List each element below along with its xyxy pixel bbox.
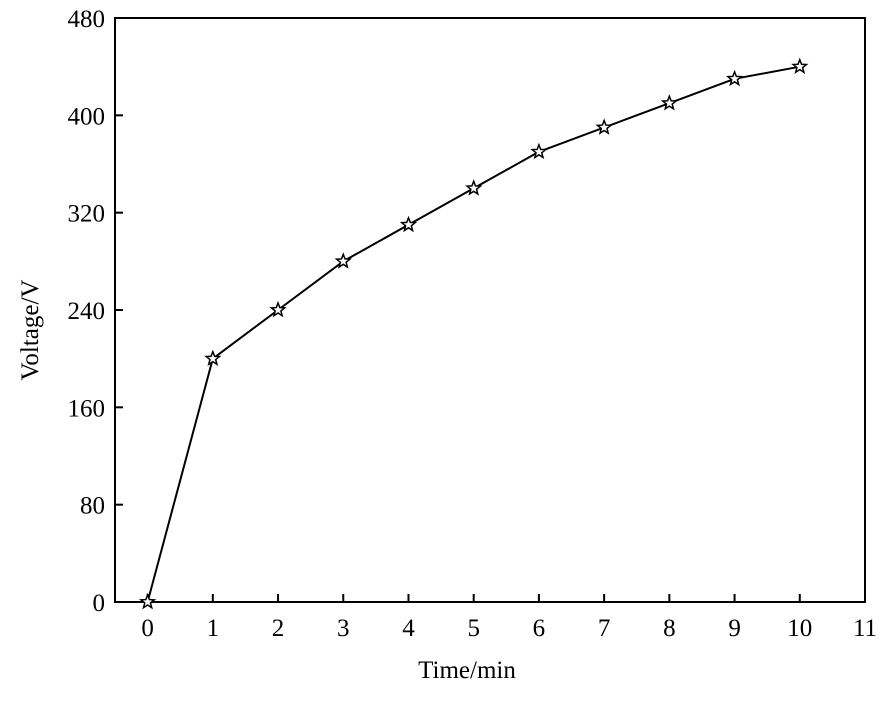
data-point-star — [204, 349, 222, 367]
x-tick-label: 2 — [272, 615, 285, 642]
x-tick-label: 7 — [598, 615, 611, 642]
y-tick-label: 240 — [68, 298, 106, 325]
x-tick-label: 9 — [728, 615, 741, 642]
x-axis-title: Time/min — [418, 657, 516, 684]
plot-frame — [114, 17, 866, 603]
y-tick-label: 400 — [68, 103, 106, 130]
y-tick-label: 320 — [68, 201, 106, 228]
y-axis-ticks: 0 80 160 240 320 400 480 — [68, 6, 123, 617]
x-tick-label: 4 — [402, 615, 415, 642]
y-axis-title: Voltage/V — [17, 280, 44, 381]
x-tick-label: 11 — [853, 615, 877, 642]
x-axis-ticks: 0 1 2 3 4 5 6 7 8 9 10 11 — [141, 594, 877, 642]
x-tick-label: 5 — [467, 615, 480, 642]
x-tick-label: 10 — [787, 615, 812, 642]
data-point-star — [725, 69, 744, 87]
y-tick-label: 480 — [68, 6, 106, 33]
data-point-star — [530, 142, 548, 160]
data-point-star — [269, 300, 287, 318]
data-point-star — [334, 252, 352, 269]
data-point-star — [138, 592, 157, 610]
x-tick-label: 0 — [141, 615, 154, 642]
series-layer — [138, 57, 809, 610]
y-tick-label: 80 — [80, 493, 105, 520]
x-tick-label: 8 — [663, 615, 676, 642]
data-point-star — [399, 215, 418, 233]
data-point-star — [660, 94, 678, 111]
x-tick-label: 6 — [533, 615, 546, 642]
x-tick-label: 3 — [337, 615, 350, 642]
data-point-star — [791, 57, 809, 75]
y-tick-label: 0 — [93, 590, 106, 617]
series-line — [146, 65, 800, 603]
x-tick-label: 1 — [207, 615, 220, 642]
data-point-star — [465, 179, 483, 196]
y-tick-label: 160 — [68, 395, 106, 422]
data-point-star — [595, 118, 613, 135]
